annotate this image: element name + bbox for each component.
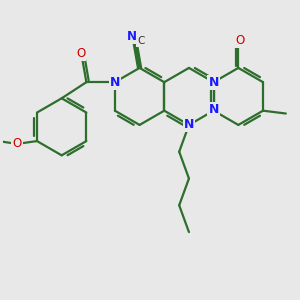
Text: N: N: [184, 118, 194, 131]
Text: N: N: [208, 103, 219, 116]
Text: N: N: [127, 30, 137, 43]
Text: N: N: [110, 76, 120, 89]
Text: C: C: [137, 36, 145, 46]
Text: N: N: [208, 76, 219, 89]
Text: O: O: [76, 47, 85, 60]
Text: O: O: [235, 34, 244, 47]
Text: O: O: [12, 137, 22, 150]
